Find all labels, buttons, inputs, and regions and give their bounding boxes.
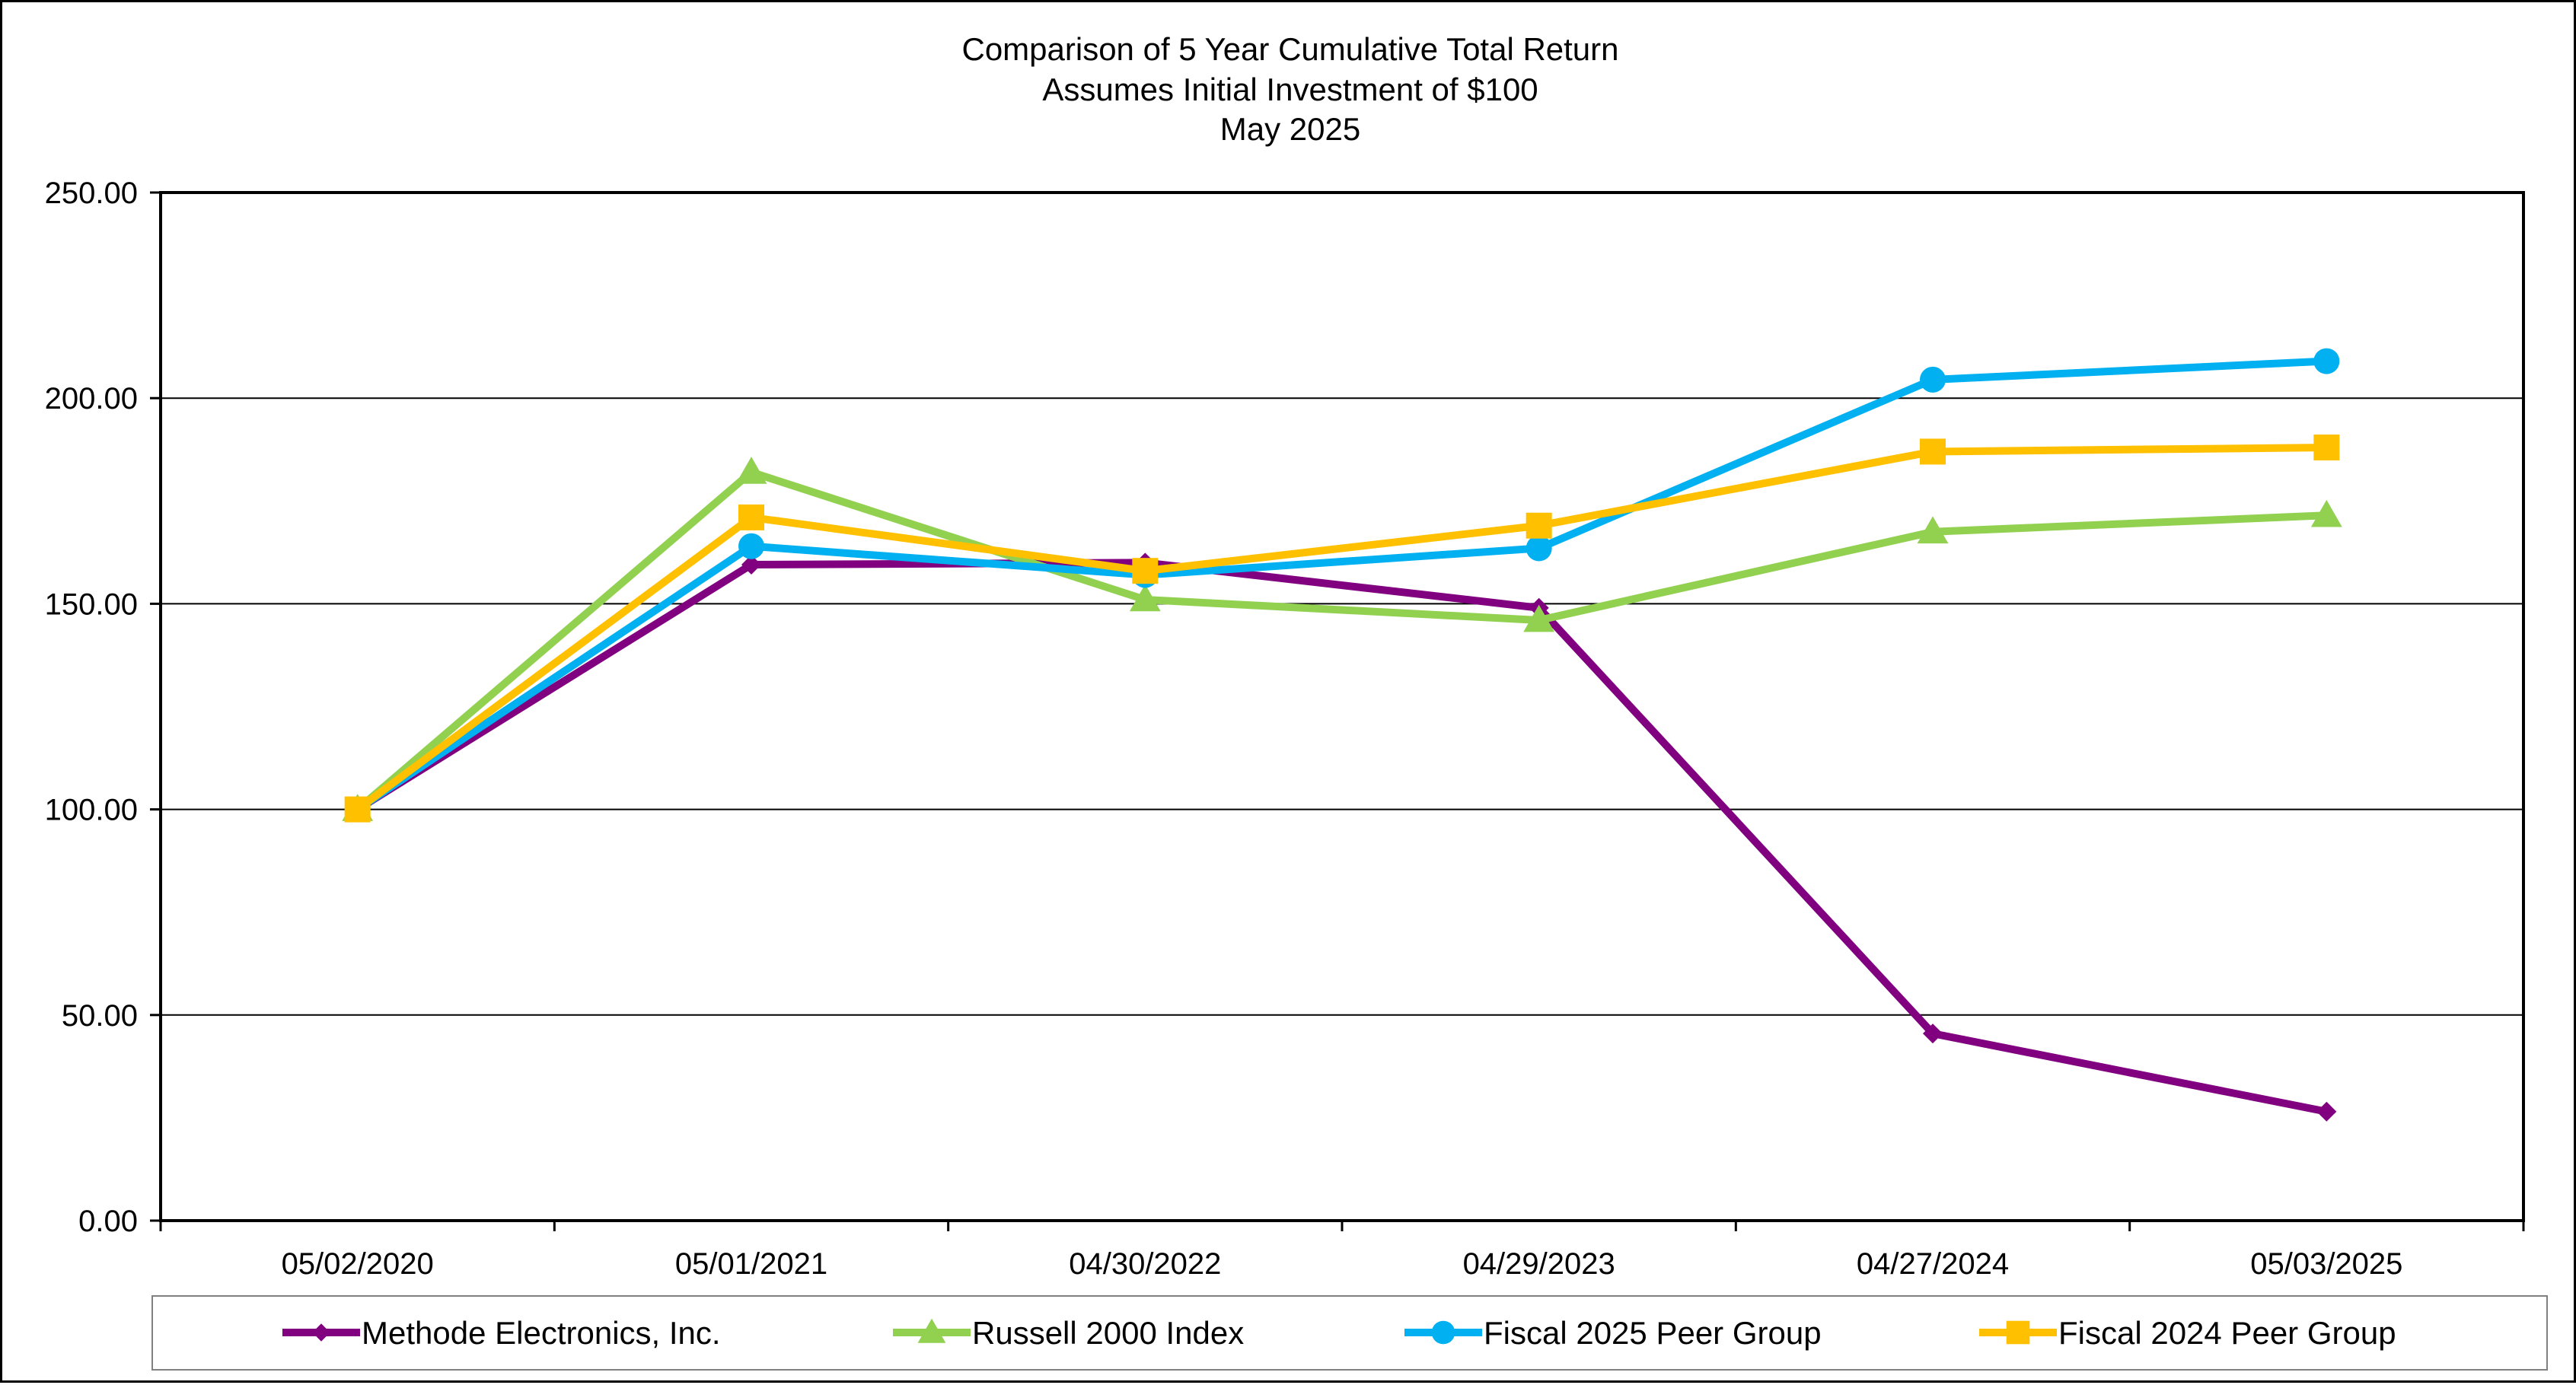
legend-item-2: Russell 2000 Index <box>893 1315 1244 1351</box>
legend-item-4: Fiscal 2024 Peer Group <box>1979 1315 2396 1351</box>
data-point <box>2313 348 2340 374</box>
chart-title-line-3: May 2025 <box>1220 111 1360 147</box>
data-point <box>2313 435 2340 461</box>
series-line <box>353 357 2331 813</box>
x-tick-label: 05/02/2020 <box>282 1247 434 1281</box>
y-tick-label: 100.00 <box>45 794 138 827</box>
legend-swatch-marker <box>2006 1320 2030 1345</box>
y-tick-label: 250.00 <box>45 177 138 210</box>
series-2 <box>342 457 2342 821</box>
data-point <box>735 457 767 484</box>
series-line <box>353 444 2331 813</box>
chart-title-line-1: Comparison of 5 Year Cumulative Total Re… <box>961 31 1618 67</box>
y-tick-label: 0.00 <box>78 1205 138 1238</box>
data-point <box>1132 558 1159 584</box>
legend-box <box>151 1295 2548 1371</box>
series-lines <box>342 348 2342 1122</box>
data-point <box>1526 512 1552 539</box>
series-line <box>353 559 2331 1116</box>
gridlines <box>161 397 2523 1016</box>
x-tick-label: 05/03/2025 <box>2250 1247 2402 1281</box>
y-tick-label: 150.00 <box>45 587 138 621</box>
data-point <box>1523 604 1555 632</box>
y-tick-label: 50.00 <box>62 999 138 1033</box>
legend-item-3: Fiscal 2025 Peer Group <box>1404 1315 1822 1351</box>
data-point <box>1917 516 1949 544</box>
series-1 <box>347 552 2337 1122</box>
legend-label: Methode Electronics, Inc. <box>362 1315 721 1351</box>
data-point <box>2310 499 2342 527</box>
y-tick-label: 200.00 <box>45 382 138 416</box>
chart-title-line-2: Assumes Initial Investment of $100 <box>1042 72 1538 107</box>
x-tick-label: 04/29/2023 <box>1463 1247 1615 1281</box>
chart-title: Comparison of 5 Year Cumulative Total Re… <box>961 31 1618 147</box>
data-point <box>344 796 371 823</box>
y-axis-ticks: 0.00 50.00 100.00 150.00 200.00 250.00 <box>45 177 161 1238</box>
legend-label: Fiscal 2024 Peer Group <box>2058 1315 2396 1351</box>
data-point <box>1129 584 1161 612</box>
x-axis-ticks: 05/02/2020 05/01/2021 04/30/2022 04/29/2023… <box>159 1221 2525 1281</box>
x-tick-label: 05/01/2021 <box>675 1247 827 1281</box>
legend: Methode Electronics, Inc. Russell 2000 In… <box>151 1295 2548 1371</box>
data-point <box>1923 1024 1943 1044</box>
x-tick-label: 04/30/2022 <box>1069 1247 1221 1281</box>
data-point <box>741 555 761 575</box>
legend-swatch-marker <box>312 1323 330 1342</box>
data-point <box>738 533 764 559</box>
legend-label: Russell 2000 Index <box>972 1315 1244 1351</box>
data-point <box>738 504 764 530</box>
series-line <box>353 468 2331 813</box>
data-point <box>1920 366 1946 393</box>
legend-swatch-marker <box>917 1318 946 1343</box>
legend-label: Fiscal 2025 Peer Group <box>1484 1315 1822 1351</box>
legend-swatch-marker <box>1431 1320 1455 1345</box>
data-point <box>2316 1101 2337 1122</box>
data-point <box>1526 535 1552 562</box>
data-point <box>1920 438 1946 465</box>
legend-item-1: Methode Electronics, Inc. <box>282 1315 721 1351</box>
series-4 <box>344 435 2340 823</box>
plot-area <box>159 191 2525 1222</box>
x-tick-label: 04/27/2024 <box>1857 1247 2009 1281</box>
